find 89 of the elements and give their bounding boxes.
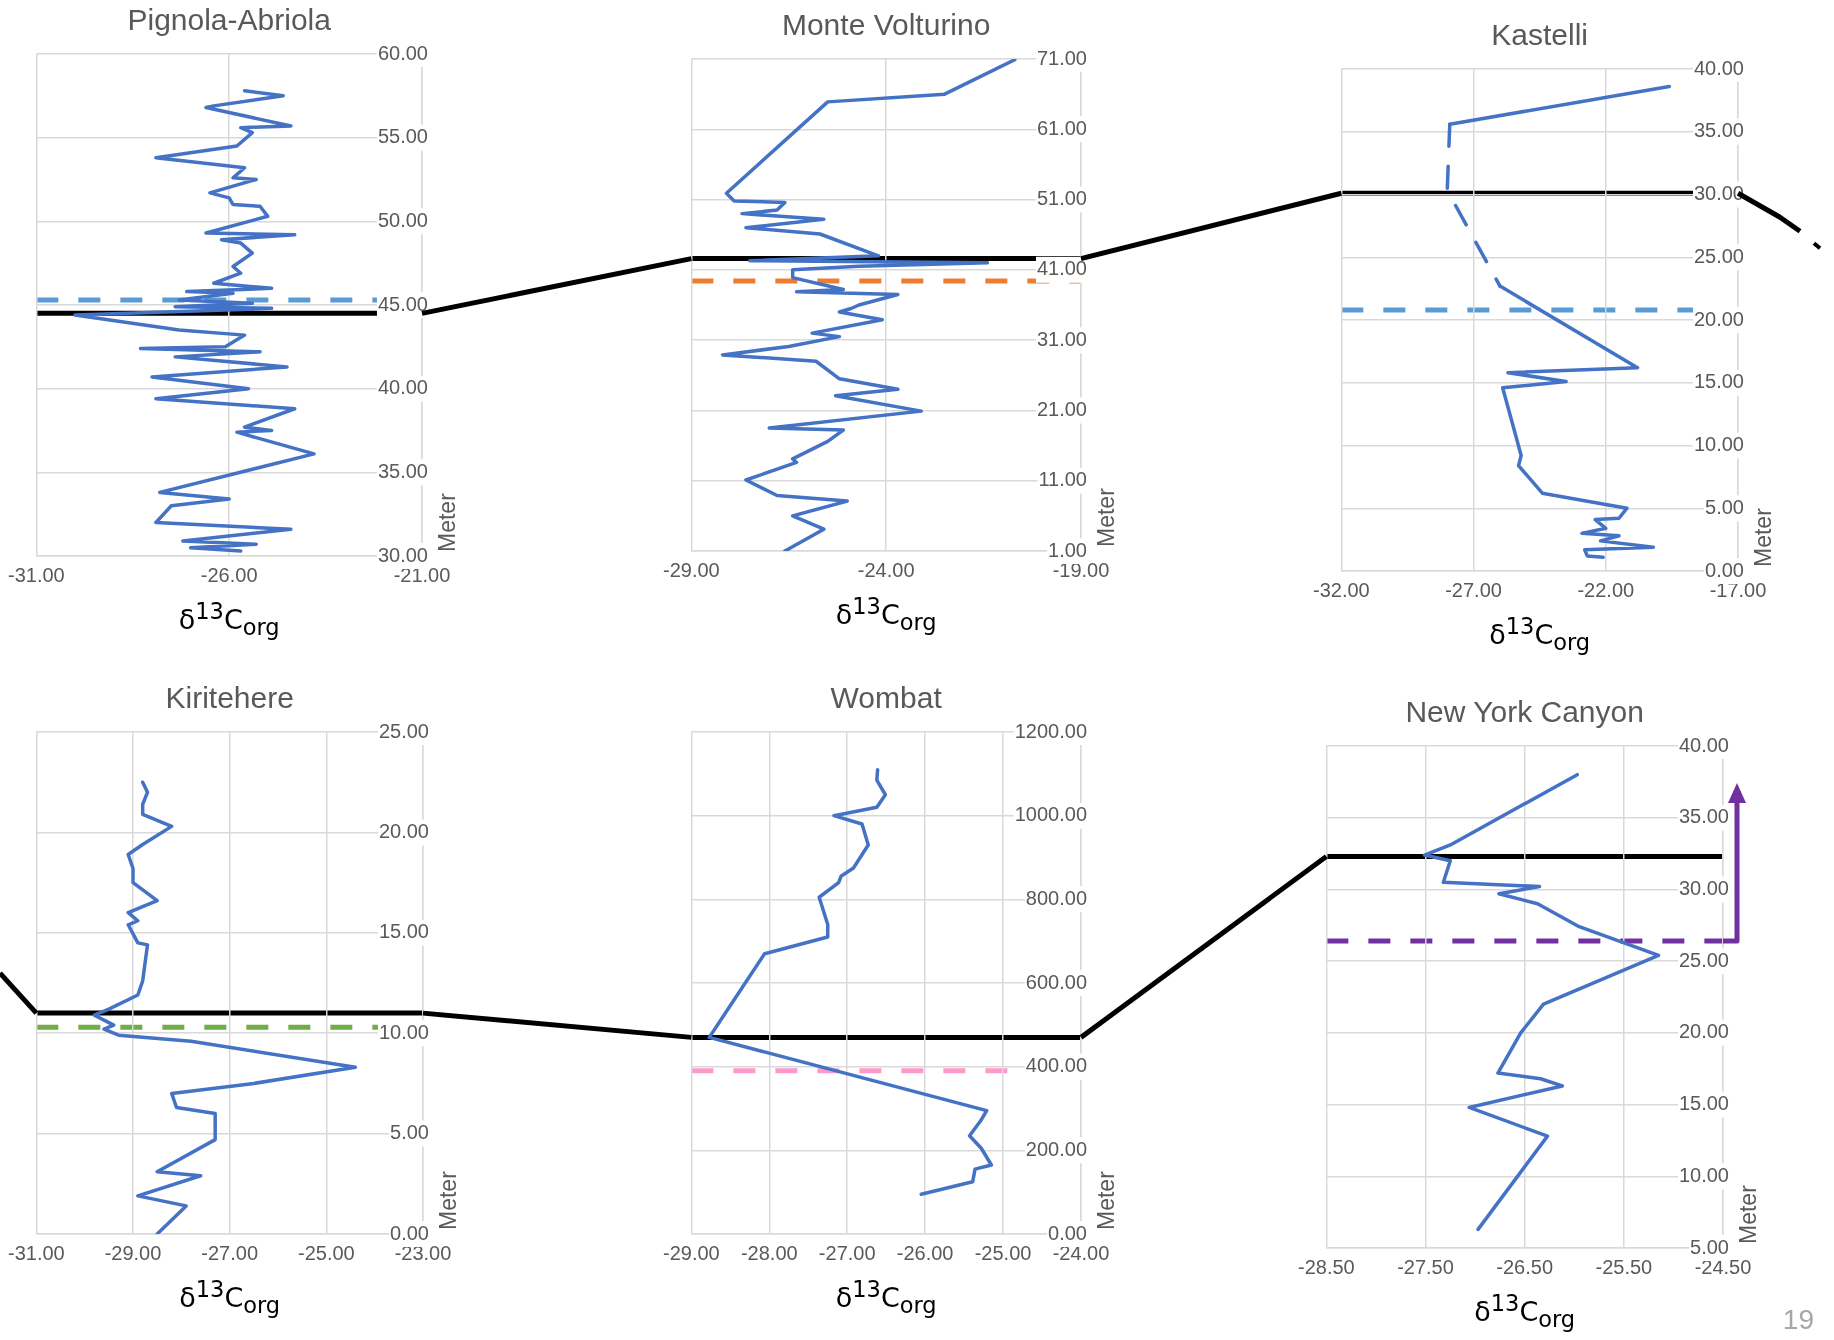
y-axis-title: Meter — [1093, 487, 1120, 547]
y-tick-label: 10.00 — [378, 1020, 429, 1043]
y-tick-label: 30.00 — [377, 543, 428, 566]
y-tick-label: 800.00 — [1025, 886, 1087, 909]
chart-title: Kiritehere — [165, 681, 294, 715]
y-tick-label: 21.00 — [1036, 397, 1087, 420]
x-tick-label: -25.50 — [1595, 1255, 1653, 1278]
y-tick-label: 5.00 — [1705, 495, 1744, 518]
x-tick-label: -29.00 — [663, 1241, 720, 1264]
y-tick-label: 600.00 — [1025, 970, 1087, 993]
y-tick-label: 15.00 — [1678, 1092, 1729, 1115]
y-tick-label: 50.00 — [377, 208, 428, 231]
chart-title: Pignola-Abriola — [127, 3, 332, 37]
y-tick-label: 20.00 — [1678, 1020, 1729, 1043]
y-tick-label: 31.00 — [1036, 327, 1087, 350]
y-tick-label: 25.00 — [1693, 244, 1744, 267]
y-tick-label: 51.00 — [1036, 187, 1087, 210]
y-tick-label: 0.00 — [1048, 1221, 1087, 1244]
y-tick-label: 15.00 — [378, 920, 429, 943]
x-tick-label: -26.00 — [200, 563, 258, 586]
x-tick-label: -19.00 — [1052, 558, 1110, 581]
chart-title: New York Canyon — [1405, 695, 1644, 729]
x-tick-label: -27.00 — [1445, 578, 1502, 601]
y-tick-label: 40.00 — [377, 376, 428, 399]
y-tick-label: 71.00 — [1036, 46, 1087, 69]
y-tick-label: 41.00 — [1036, 257, 1087, 280]
x-tick-label: -28.50 — [1298, 1255, 1355, 1278]
text: 19 — [1782, 1304, 1814, 1336]
chart-title: Kastelli — [1491, 18, 1589, 52]
x-tick-label: -27.50 — [1397, 1255, 1454, 1278]
x-tick-label: -26.50 — [1496, 1255, 1554, 1278]
x-tick-label: -22.00 — [1577, 578, 1635, 601]
x-axis-title: δ$^{13}$C$_{org}$ — [1474, 1290, 1576, 1333]
y-tick-label: 20.00 — [378, 819, 429, 842]
y-tick-label: 25.00 — [378, 719, 429, 742]
x-tick-label: -23.00 — [394, 1241, 452, 1264]
y-axis-title: Meter — [434, 492, 461, 552]
y-tick-label: 35.00 — [1693, 119, 1744, 142]
x-tick-label: -29.00 — [104, 1241, 162, 1264]
chart-title: Monte Volturino — [781, 8, 991, 42]
y-tick-label: 1200.00 — [1014, 719, 1087, 742]
x-tick-label: -27.00 — [818, 1241, 876, 1264]
x-tick-label: -31.00 — [8, 563, 65, 586]
y-tick-label: 10.00 — [1678, 1163, 1729, 1186]
x-tick-label: -29.00 — [663, 558, 720, 581]
y-tick-label: 1000.00 — [1014, 803, 1087, 826]
x-tick-label: -25.00 — [974, 1241, 1032, 1264]
x-tick-label: -24.00 — [857, 558, 915, 581]
y-tick-label: 45.00 — [377, 292, 428, 315]
y-axis-title: Meter — [1093, 1170, 1120, 1230]
y-tick-label: 11.00 — [1038, 468, 1087, 491]
y-tick-label: 0.00 — [390, 1221, 429, 1244]
chart-title: Wombat — [830, 681, 943, 715]
y-tick-label: 40.00 — [1678, 733, 1729, 756]
x-axis-title: δ$^{13}$C$_{org}$ — [1489, 613, 1591, 656]
y-tick-label: 0.00 — [1705, 558, 1744, 581]
y-tick-label: 5.00 — [1690, 1235, 1729, 1258]
x-tick-label: -28.00 — [740, 1241, 798, 1264]
x-tick-label: -24.50 — [1694, 1255, 1752, 1278]
y-tick-label: 10.00 — [1693, 433, 1744, 456]
y-tick-label: 5.00 — [390, 1121, 429, 1144]
y-tick-label: 25.00 — [1678, 948, 1729, 971]
y-tick-label: 40.00 — [1693, 56, 1744, 79]
y-axis-title: Meter — [435, 1170, 462, 1230]
x-tick-label: -25.00 — [297, 1241, 355, 1264]
y-axis-title: Meter — [1750, 507, 1777, 567]
y-tick-label: 20.00 — [1693, 307, 1744, 330]
x-axis-title: δ$^{13}$C$_{org}$ — [835, 1276, 937, 1319]
y-tick-label: 30.00 — [1678, 876, 1729, 899]
y-tick-label: 55.00 — [377, 125, 428, 148]
x-axis-title: δ$^{13}$C$_{org}$ — [179, 1276, 281, 1319]
x-axis-title: δ$^{13}$C$_{org}$ — [835, 593, 937, 636]
y-axis-title: Meter — [1735, 1184, 1762, 1244]
y-tick-label: 15.00 — [1693, 370, 1744, 393]
y-tick-label: 400.00 — [1025, 1054, 1087, 1077]
x-tick-label: -24.00 — [1052, 1241, 1110, 1264]
x-tick-label: -21.00 — [393, 563, 451, 586]
y-tick-label: 200.00 — [1025, 1137, 1087, 1160]
y-tick-label: 35.00 — [377, 459, 428, 482]
x-tick-label: -27.00 — [201, 1241, 259, 1264]
x-tick-label: -31.00 — [8, 1241, 65, 1264]
y-tick-label: 1.00 — [1048, 538, 1087, 561]
x-tick-label: -26.00 — [896, 1241, 954, 1264]
x-tick-label: -32.00 — [1313, 578, 1370, 601]
y-tick-label: 61.00 — [1036, 116, 1087, 139]
y-tick-label: 60.00 — [377, 41, 428, 64]
y-tick-label: 30.00 — [1693, 182, 1744, 205]
y-tick-label: 35.00 — [1678, 805, 1729, 828]
x-axis-title: δ$^{13}$C$_{org}$ — [178, 598, 280, 641]
